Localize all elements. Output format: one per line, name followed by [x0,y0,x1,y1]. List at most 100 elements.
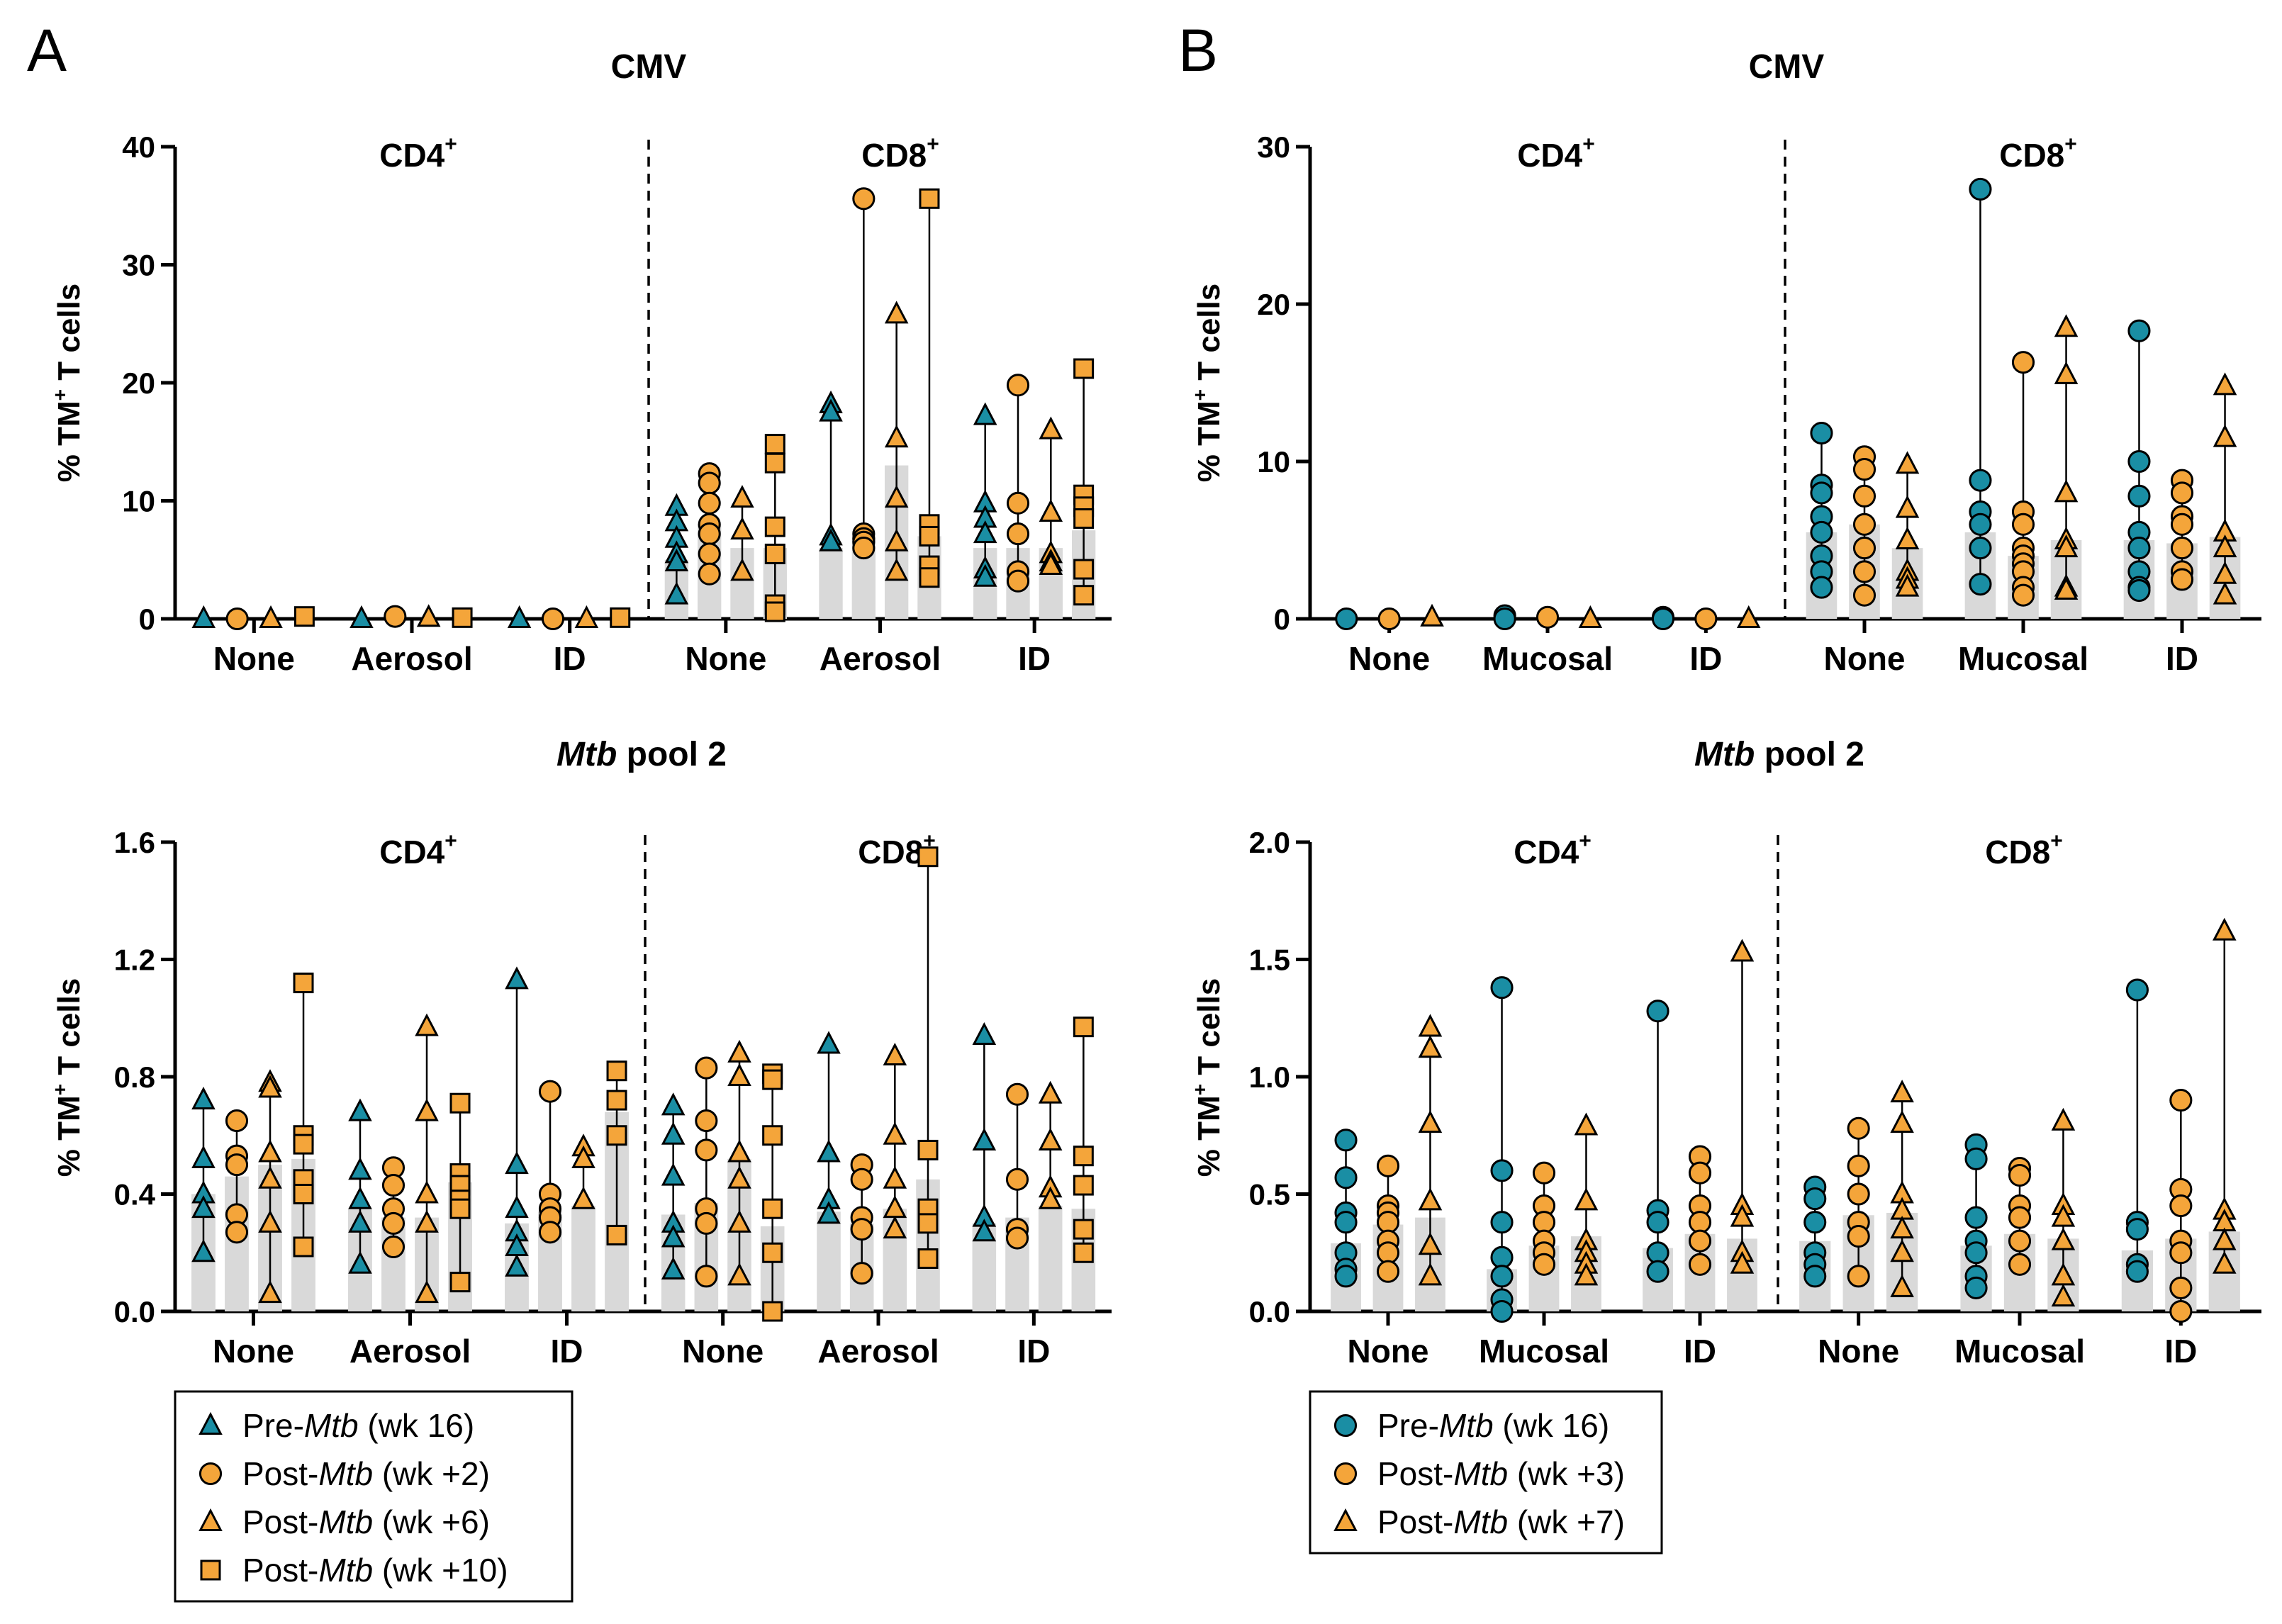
data-point [695,1056,718,1080]
chart-title: Mtb pool 2 [556,736,727,773]
data-point [225,1109,249,1133]
series-point-group [2008,351,2039,619]
data-point [1646,999,1669,1023]
data-point [2127,578,2151,603]
data-point [452,607,473,628]
series-point-group [664,493,689,619]
data-point [1073,559,1095,580]
y-axis-label: % TM+ T cells [1189,284,1226,482]
series-point-group [416,604,441,627]
data-point [415,1180,439,1204]
series-point-group [381,1156,405,1311]
data-point [762,1242,783,1263]
series-point-group [1727,939,1757,1311]
data-point [348,1098,372,1121]
series-point-group [191,1087,216,1311]
data-point [661,1257,686,1280]
data-point [664,549,689,572]
data-point [1578,605,1603,628]
data-point [348,1209,372,1233]
data-point [2170,537,2194,560]
series-point-group [1694,607,1718,631]
data-point [884,558,909,581]
data-point [1490,1265,1514,1288]
y-tick-label: 0.0 [114,1295,155,1328]
data-point [259,605,283,628]
data-point [505,966,529,990]
data-point [2169,1194,2193,1218]
data-point [415,1209,439,1233]
data-point [1418,1014,1443,1037]
data-point [2051,1284,2076,1307]
data-point [883,1165,907,1189]
panel-label-b: B [1178,17,1218,84]
y-tick-label: 2.0 [1249,826,1290,859]
data-point [1810,520,1833,544]
data-point [1073,1017,1094,1038]
series-point-group [884,301,909,619]
data-point [2213,534,2237,558]
legend-marker [198,1508,223,1531]
data-point [661,1224,686,1248]
series-point-group [1335,607,1358,631]
series-point-group [851,187,876,619]
data-point [1006,491,1030,515]
data-point [2011,583,2035,607]
data-point [1376,1211,1400,1234]
data-point [293,973,314,994]
data-point [883,1042,907,1066]
data-point [884,528,909,551]
data-point [507,605,532,628]
chart-B-mtb: Mtb pool 2 % TM+ T cells 0.0 0.5 1.0 1.5 2.0 CD… [1189,736,2261,1370]
data-point [972,1127,997,1150]
legend-marker [1333,1462,1358,1486]
data-point [1646,1211,1669,1234]
chart-title: CMV [611,48,687,86]
data-point [606,1060,627,1082]
data-point [884,485,909,508]
data-point [348,1186,372,1209]
data-point [884,425,909,448]
data-point [1490,1211,1514,1234]
series-point-group [225,607,249,631]
data-point [505,1195,529,1219]
panel-label-a: A [27,17,67,84]
data-point [2054,576,2079,600]
chart-A-cmv: CMV % TM+ T cells 0 10 20 30 40 CD4+ CD8+ None Aer… [49,48,1112,677]
y-axis-label: % TM+ T cells [49,284,86,482]
series-point-group [2165,1089,2197,1323]
data-point [258,1209,282,1233]
median-bar [819,548,843,619]
data-point [1377,607,1401,631]
data-point [416,604,441,627]
data-point [1646,1241,1669,1265]
data-point [606,1090,627,1111]
data-point [1895,573,1920,597]
data-point [2212,1250,2237,1274]
legend-box [1309,1390,1663,1555]
data-point [1810,481,1833,505]
data-point [764,601,785,622]
data-point [917,846,939,868]
data-point [1969,513,1992,536]
data-point [819,398,843,422]
category-label: Mucosal [1954,1333,2085,1370]
data-point [191,1145,216,1168]
data-point [817,1201,841,1224]
data-point [850,1167,873,1191]
series-point-group [258,1069,282,1311]
data-point [2169,1241,2193,1265]
data-point [1890,1080,1914,1103]
category-label: None [1348,1333,1429,1370]
data-point [1039,416,1063,439]
data-point [2212,1227,2237,1250]
data-point [2051,1227,2076,1250]
data-point [1890,1274,1914,1297]
data-point [1803,1187,1827,1211]
data-point [1418,1187,1443,1211]
data-point [1852,484,1877,508]
data-point [1852,513,1877,536]
series-point-group [541,607,565,631]
data-point [2054,479,2079,503]
data-point [1651,607,1675,631]
